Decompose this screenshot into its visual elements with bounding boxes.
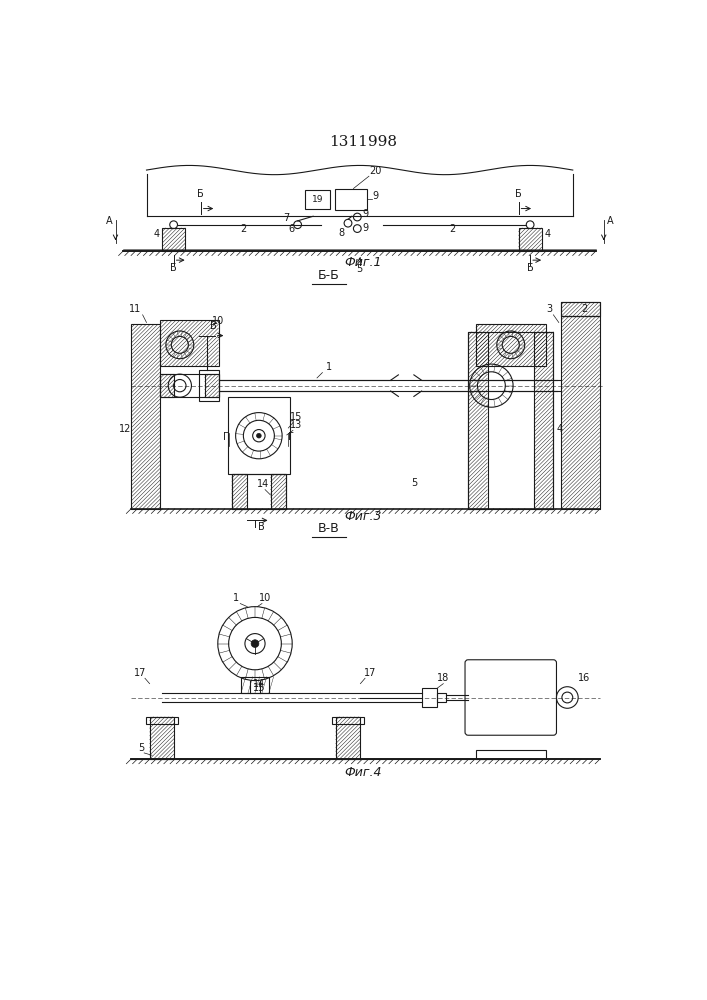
Bar [160,374,218,397]
Text: 14: 14 [257,479,269,489]
Bar [561,302,600,316]
Text: Б-Б: Б-Б [317,269,339,282]
Bar [199,370,218,401]
Bar [160,374,175,397]
Text: 8: 8 [339,228,345,238]
Text: 13: 13 [290,420,302,430]
Bar [160,320,218,366]
Bar [561,302,600,316]
Text: 3: 3 [547,304,553,314]
Text: Б: Б [197,189,204,199]
Text: 4: 4 [153,229,160,239]
Bar [437,693,446,702]
Text: 17: 17 [134,668,146,678]
Text: 1: 1 [233,593,239,603]
Text: 11: 11 [129,304,141,314]
Bar [421,688,437,707]
Text: 4: 4 [544,229,550,239]
Text: 14: 14 [252,679,265,689]
Text: 6: 6 [288,224,295,234]
Text: Фиг.1: Фиг.1 [344,256,382,269]
Text: Г: Г [223,432,229,442]
Text: В-В: В-В [317,522,339,535]
Text: 2: 2 [450,224,456,234]
Text: A: A [106,216,112,226]
Bar [204,374,218,397]
Text: В: В [210,321,216,331]
Text: Б: Б [515,189,522,199]
Text: 10: 10 [259,593,271,603]
Text: A: A [607,216,613,226]
Text: Фиг.4: Фиг.4 [344,766,382,779]
Text: 1311998: 1311998 [329,135,397,149]
Bar [534,332,554,509]
Bar [131,324,160,509]
Text: 12: 12 [119,424,132,434]
Text: 19: 19 [312,195,324,204]
Circle shape [251,640,259,647]
Bar [332,717,364,724]
Text: 17: 17 [363,668,376,678]
Bar [468,332,488,509]
Text: 16: 16 [578,673,590,683]
Text: 7: 7 [283,213,289,223]
Text: 5: 5 [138,743,144,753]
Text: В: В [258,522,264,532]
Bar [146,717,178,724]
Bar [241,677,269,693]
Text: 2: 2 [581,304,588,314]
Bar [228,397,290,474]
Bar [561,316,600,509]
Bar [518,228,542,251]
Text: 1: 1 [325,362,332,372]
Bar [468,332,554,509]
Text: Б: Б [527,263,534,273]
Bar [232,474,286,509]
Text: 9: 9 [372,191,378,201]
Text: 10: 10 [212,316,225,326]
Bar [232,474,247,509]
Text: Фиг.3: Фиг.3 [344,510,382,523]
Text: 15: 15 [290,412,303,422]
Text: 15: 15 [252,683,265,693]
Bar [271,474,286,509]
Text: 9: 9 [362,209,368,219]
Circle shape [257,433,261,438]
Bar [335,189,368,210]
Bar [150,717,175,759]
Text: 9: 9 [362,223,368,233]
Text: 20: 20 [369,166,381,176]
Bar [162,228,185,251]
Text: Б: Б [170,263,177,273]
Bar [305,190,330,209]
Text: 4: 4 [556,424,563,434]
Text: 5: 5 [411,478,417,488]
Bar [336,717,361,759]
Text: 18: 18 [437,673,450,683]
Text: Г: Г [288,432,294,442]
Text: 2: 2 [240,224,247,234]
Bar [476,750,546,759]
Text: 5: 5 [356,264,363,274]
Bar [476,324,546,366]
